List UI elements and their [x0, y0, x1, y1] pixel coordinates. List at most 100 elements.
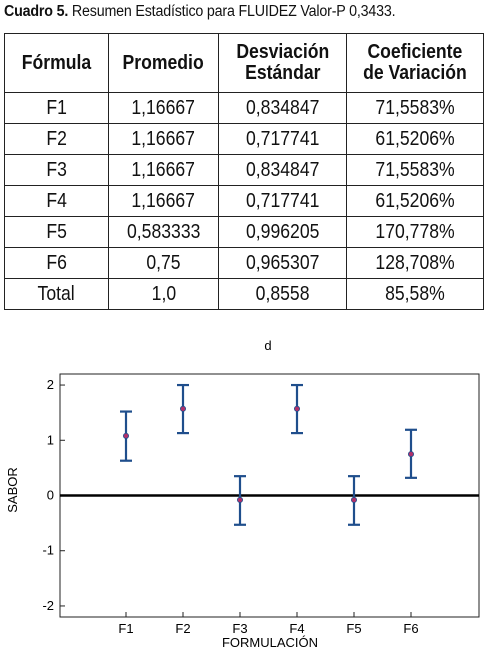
error-bar-chart: d 2 1 0 -1 -2 F1 F2 F3 F4 F5 F6 FORMULACIÓN SABOR — [5, 338, 480, 650]
cell-text: F5 — [46, 220, 67, 243]
table-row: F5 0,583333 0,996205 170,778% — [4, 216, 484, 248]
cell-text: 0,996205 — [245, 220, 320, 243]
y-tick-label: 2 — [47, 377, 54, 392]
mean-point-F2 — [179, 405, 186, 412]
cell-text: 170,778% — [375, 220, 455, 243]
cell-text: 71,5583% — [375, 158, 455, 181]
x-axis-label: FORMULACIÓN — [222, 635, 318, 650]
mean-point-F3 — [236, 496, 243, 503]
column-header-line: Promedio — [122, 51, 205, 74]
column-header-line: de Variación — [363, 62, 467, 84]
table-row: F6 0,75 0,965307 128,708% — [4, 247, 484, 279]
column-header-1: Promedio — [108, 33, 219, 93]
table-cell: F4 — [4, 185, 109, 217]
table-cell: F2 — [4, 123, 109, 155]
column-header-3: Coeficiente de Variación — [346, 33, 484, 93]
cell-text: 1,16667 — [131, 158, 196, 181]
cell-text: 0,965307 — [245, 251, 320, 274]
x-tick-label: F4 — [289, 621, 304, 636]
table-cell: 128,708% — [346, 247, 484, 279]
cell-text: 71,5583% — [375, 96, 455, 119]
cell-text: 0,8558 — [255, 282, 310, 305]
column-header-2: Desviación Estándar — [218, 33, 347, 93]
cell-text: 1,0 — [151, 282, 176, 305]
chart-title: d — [264, 338, 271, 353]
x-tick-label: F1 — [118, 621, 133, 636]
table-cell: 0,996205 — [218, 216, 347, 248]
table-cell: 71,5583% — [346, 92, 484, 124]
cell-text: Total — [37, 282, 76, 305]
cell-text: F6 — [46, 251, 67, 274]
table-cell: 1,16667 — [108, 92, 219, 124]
cell-text: 1,16667 — [131, 96, 196, 119]
cell-text: F4 — [46, 189, 67, 212]
table-cell: 0,834847 — [218, 92, 347, 124]
table-row: F1 1,16667 0,834847 71,5583% — [4, 92, 484, 124]
table-cell: 0,717741 — [218, 185, 347, 217]
table-cell: F6 — [4, 247, 109, 279]
cell-text: 0,834847 — [245, 96, 320, 119]
table-header-row: Fórmula Promedio Desviación Estándar Coefici… — [4, 33, 484, 93]
table-caption: Cuadro 5. Resumen Estadístico para FLUID… — [4, 3, 396, 21]
cell-text: 0,834847 — [245, 158, 320, 181]
table-cell: F5 — [4, 216, 109, 248]
table-row: F2 1,16667 0,717741 61,5206% — [4, 123, 484, 155]
table-row: F3 1,16667 0,834847 71,5583% — [4, 154, 484, 186]
y-tick-label: -1 — [42, 543, 54, 558]
y-tick-label: 0 — [47, 488, 54, 503]
cell-text: F3 — [46, 158, 67, 181]
caption-prefix: Cuadro 5. — [4, 3, 69, 20]
cell-text: 1,16667 — [131, 127, 196, 150]
table-body: F1 1,16667 0,834847 71,5583% F2 1,16667 0,7177… — [4, 92, 484, 310]
y-tick-label: 1 — [47, 432, 54, 447]
table-cell: 0,965307 — [218, 247, 347, 279]
cell-text: 0,583333 — [126, 220, 201, 243]
table-cell: 0,717741 — [218, 123, 347, 155]
table-cell: 0,583333 — [108, 216, 219, 248]
mean-point-F6 — [407, 451, 414, 458]
mean-point-F4 — [293, 405, 300, 412]
table-row: Total 1,0 0,8558 85,58% — [4, 278, 484, 310]
mean-point-F1 — [123, 432, 130, 439]
x-tick-label: F6 — [403, 621, 418, 636]
cell-text: 0,717741 — [245, 189, 320, 212]
table-row: F4 1,16667 0,717741 61,5206% — [4, 185, 484, 217]
x-tick-label: F2 — [175, 621, 190, 636]
statistics-table: Fórmula Promedio Desviación Estándar Coefici… — [4, 33, 484, 310]
table-cell: 61,5206% — [346, 185, 484, 217]
cell-text: 128,708% — [375, 251, 455, 274]
y-axis-label: SABOR — [5, 467, 20, 513]
x-tick-label: F3 — [232, 621, 247, 636]
cell-text: 61,5206% — [375, 127, 455, 150]
table-cell: 1,16667 — [108, 123, 219, 155]
cell-text: 1,16667 — [131, 189, 196, 212]
cell-text: F2 — [46, 127, 67, 150]
table-cell: 170,778% — [346, 216, 484, 248]
table-cell: 1,0 — [108, 278, 219, 310]
column-header-line: Fórmula — [21, 51, 92, 74]
caption-text: Resumen Estadístico para FLUIDEZ Valor-P… — [68, 3, 396, 20]
table-cell: 71,5583% — [346, 154, 484, 186]
cell-text: 0,75 — [146, 251, 181, 274]
table-cell: 85,58% — [346, 278, 484, 310]
column-header-line: Coeficiente — [367, 41, 463, 63]
table-cell: 0,8558 — [218, 278, 347, 310]
cell-text: 0,717741 — [245, 127, 320, 150]
cell-text: 85,58% — [385, 282, 445, 305]
column-header-line: Desviación — [236, 41, 329, 63]
table-cell: 0,834847 — [218, 154, 347, 186]
column-header-0: Fórmula — [4, 33, 109, 93]
cell-text: 61,5206% — [375, 189, 455, 212]
table-cell: 1,16667 — [108, 185, 219, 217]
table-cell: 61,5206% — [346, 123, 484, 155]
table-cell: F3 — [4, 154, 109, 186]
table-cell: F1 — [4, 92, 109, 124]
table-cell: 0,75 — [108, 247, 219, 279]
mean-point-F5 — [350, 496, 357, 503]
table-cell: Total — [4, 278, 109, 310]
x-tick-label: F5 — [346, 621, 361, 636]
column-header-line: Estándar — [244, 62, 321, 84]
table-cell: 1,16667 — [108, 154, 219, 186]
y-tick-label: -2 — [42, 598, 54, 613]
cell-text: F1 — [46, 96, 67, 119]
